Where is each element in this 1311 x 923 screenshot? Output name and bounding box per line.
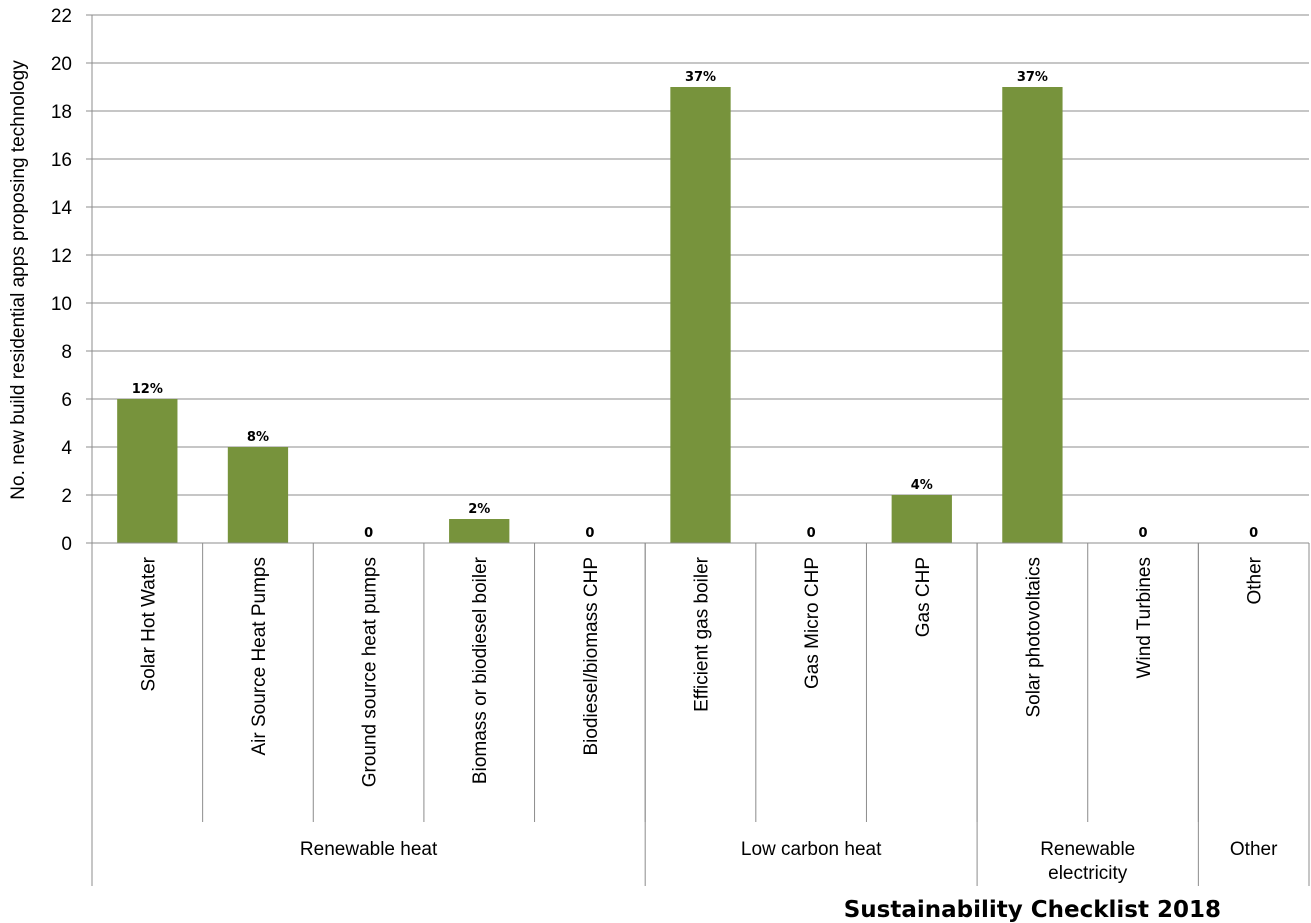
- group-label: Renewable heat: [300, 839, 438, 860]
- data-label: 0: [1139, 526, 1148, 541]
- y-tick-label: 14: [51, 198, 73, 219]
- y-tick-label: 6: [61, 390, 72, 411]
- category-label: Other: [1245, 556, 1266, 604]
- category-label: Biodiesel/biomass CHP: [581, 557, 602, 756]
- category-label: Gas Micro CHP: [802, 557, 823, 689]
- data-label: 2%: [468, 502, 490, 517]
- y-tick-label: 8: [61, 342, 72, 363]
- data-label: 4%: [911, 478, 933, 493]
- data-label: 0: [1249, 526, 1258, 541]
- bar: [670, 87, 731, 543]
- group-labels: Renewable heat Low carbon heat Renewable el…: [300, 839, 1278, 884]
- group-label: Renewable electricity: [1040, 839, 1135, 884]
- data-label: 0: [807, 526, 816, 541]
- category-label: Air Source Heat Pumps: [249, 557, 270, 756]
- bar: [449, 519, 510, 543]
- category-label: Ground source heat pumps: [360, 557, 381, 787]
- y-tick-label: 20: [51, 54, 72, 75]
- category-label: Solar photovoltaics: [1023, 557, 1044, 718]
- y-axis-label: No. new build residential apps proposing…: [8, 60, 29, 500]
- category-label: Biomass or biodiesel boiler: [470, 556, 491, 784]
- y-tick-label: 2: [61, 486, 72, 507]
- bar: [117, 399, 178, 543]
- bar: [891, 495, 952, 543]
- y-tick-label: 18: [51, 102, 72, 123]
- category-labels: Solar Hot Water Air Source Heat Pumps Grou…: [138, 556, 1265, 787]
- bars: [117, 87, 1063, 543]
- data-label: 0: [585, 526, 594, 541]
- bar: [227, 447, 289, 543]
- category-label: Efficient gas boiler: [692, 556, 713, 712]
- y-tick-label: 10: [51, 294, 72, 315]
- y-tick-label: 16: [51, 150, 72, 171]
- group-label: Other: [1230, 839, 1278, 860]
- y-tick-label: 0: [61, 534, 72, 555]
- bar: [1002, 87, 1063, 543]
- y-tick-label: 4: [61, 438, 72, 459]
- data-label: 37%: [685, 70, 716, 85]
- chart-footer: Sustainability Checklist 2018: [844, 897, 1221, 923]
- category-label: Wind Turbines: [1134, 557, 1155, 678]
- axes: 0 2 4 6 8 10 12 14 16 18 20 22: [51, 6, 1310, 886]
- category-label: Solar Hot Water: [138, 556, 159, 691]
- data-label: 37%: [1017, 70, 1048, 85]
- data-label: 8%: [247, 430, 269, 445]
- data-label: 12%: [132, 382, 163, 397]
- y-tick-label: 12: [51, 246, 72, 267]
- y-tick-label: 22: [51, 6, 72, 27]
- group-label: Low carbon heat: [741, 839, 882, 860]
- data-labels: 12% 8% 0 2% 0 37% 0 4% 37% 0 0: [132, 70, 1258, 541]
- data-label: 0: [364, 526, 373, 541]
- category-label: Gas CHP: [913, 557, 934, 637]
